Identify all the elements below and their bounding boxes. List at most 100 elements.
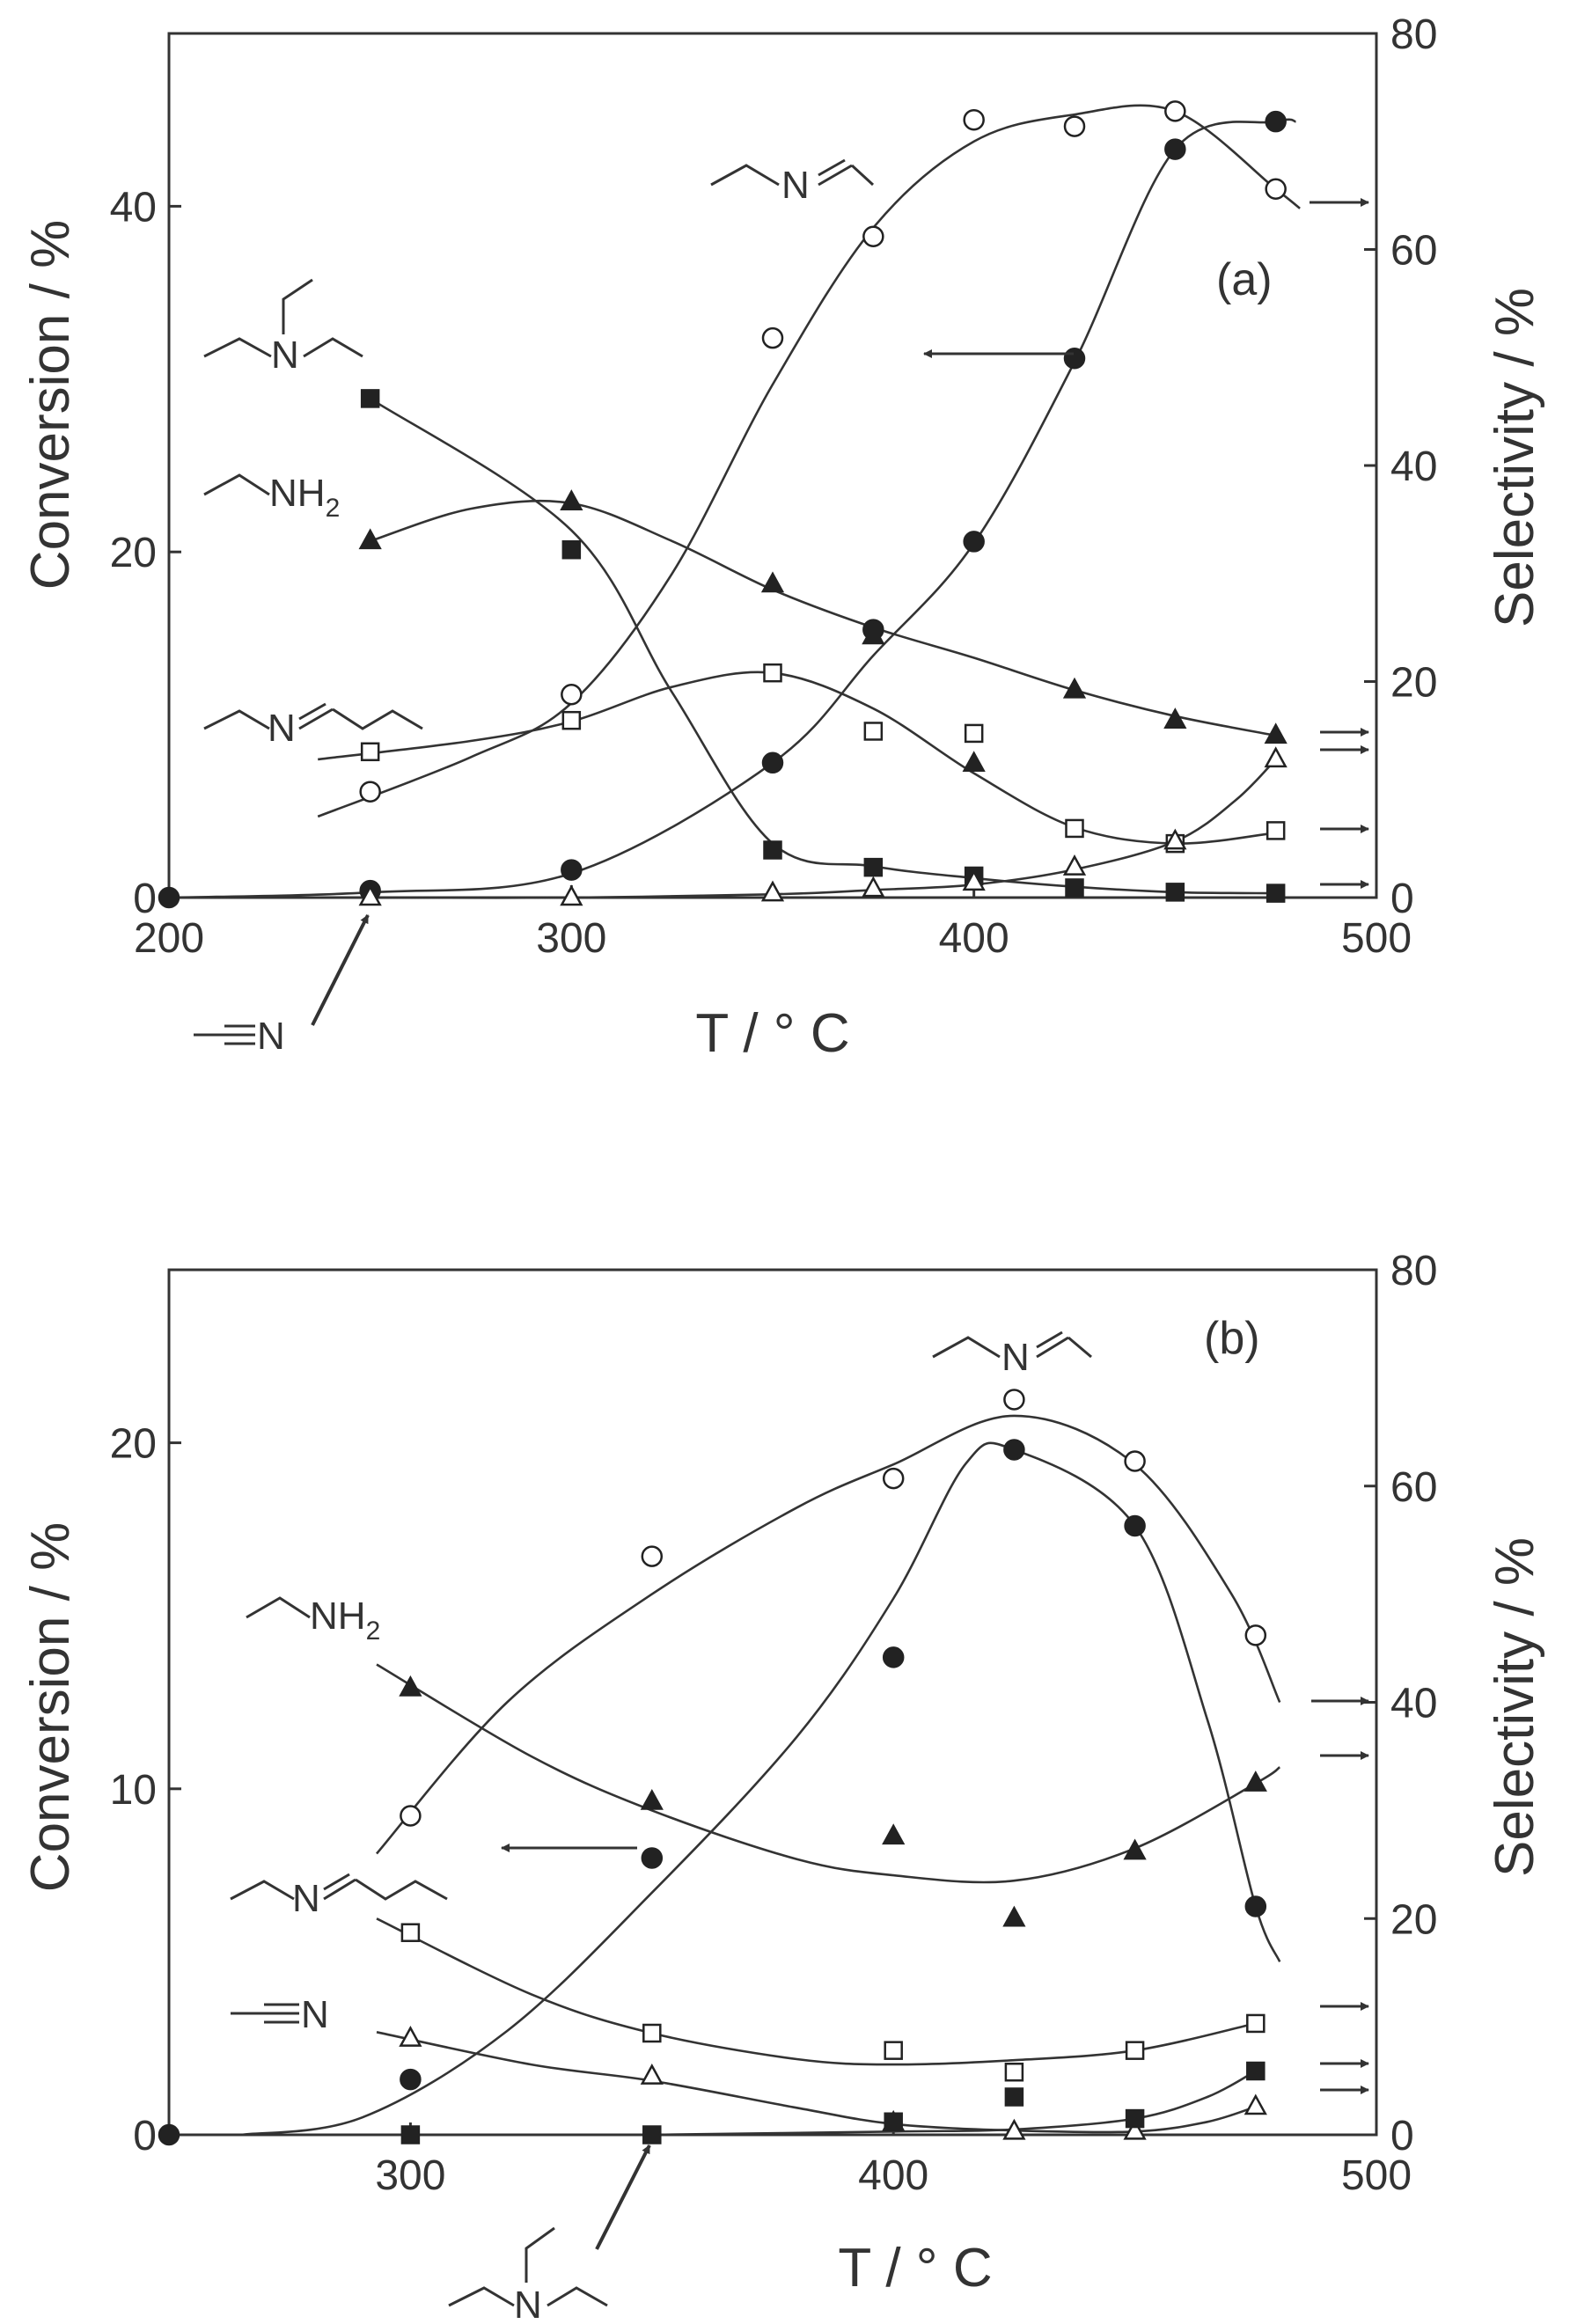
ethylamine-point — [1123, 1838, 1147, 1860]
diimine-point — [1065, 818, 1084, 839]
diimine-structure-label: N — [203, 702, 423, 750]
y-tick-marks — [169, 204, 181, 899]
panel-label: (a) — [1216, 254, 1273, 305]
y2-tick-label: 60 — [1390, 1464, 1437, 1511]
conversion-point — [158, 886, 180, 909]
y2-tick-label: 40 — [1390, 444, 1437, 490]
x-tick-label: 500 — [1341, 2152, 1412, 2199]
diimine-point — [561, 710, 582, 730]
acetonitrile-point — [399, 2026, 422, 2047]
ethylamine-point — [882, 1823, 906, 1845]
x-tick-labels: 200 300 400 500 — [134, 915, 1412, 962]
y-tick-label: 0 — [133, 876, 157, 922]
imine-structure-label: N — [932, 1331, 1092, 1379]
imine-structure-label: N — [710, 158, 875, 207]
acetonitrile-structure-label: N — [194, 1015, 285, 1058]
y-tick-label: 10 — [110, 1767, 157, 1814]
diimine-point — [360, 742, 380, 762]
y2-tick-labels: 0 20 40 60 80 — [1390, 11, 1437, 922]
y-tick-marks — [169, 1441, 181, 2137]
triethylamine-point — [1266, 883, 1286, 903]
imine-point — [641, 1545, 664, 1567]
diimine-point — [642, 2023, 662, 2043]
y-axis-label: Conversion / % — [20, 1522, 81, 1892]
plot-frame — [167, 1268, 1378, 2137]
diimine-point — [1266, 821, 1286, 840]
triethylamine-point — [763, 840, 782, 860]
conversion-point — [641, 1847, 664, 1869]
imine-point — [1124, 1450, 1146, 1472]
imine-point — [761, 326, 784, 349]
acetonitrile-curve — [376, 2031, 1257, 2134]
conversion-point — [963, 531, 985, 553]
triethylamine-point — [1065, 878, 1084, 898]
y-tick-labels: 0 10 20 — [110, 1421, 157, 2159]
chart-panel-a: 200 300 400 500 0 20 40 0 20 40 60 80 (a) T / ° C… — [20, 11, 1545, 1064]
ethylamine-curve — [376, 1663, 1280, 1884]
y2-tick-label: 80 — [1390, 1248, 1437, 1294]
acetonitrile-point — [1123, 2118, 1147, 2140]
acetonitrile-point — [1002, 2118, 1026, 2140]
ethylamine-point — [760, 571, 785, 593]
acetonitrile-point — [1244, 2093, 1267, 2115]
ethylamine-point — [358, 528, 382, 550]
triethylamine-point — [360, 389, 380, 408]
triethylamine-structure-label: N — [448, 2226, 608, 2324]
acetonitrile-point — [760, 880, 785, 902]
triethylamine-point — [1004, 2087, 1024, 2107]
triethylamine-point — [400, 2125, 421, 2144]
diimine-curve — [318, 671, 1276, 845]
acetonitrile-point — [640, 2064, 664, 2085]
ethylamine-point — [1062, 677, 1087, 699]
imine-point — [1164, 100, 1186, 122]
y2-tick-label: 20 — [1390, 1896, 1437, 1943]
imine-point — [400, 1805, 422, 1827]
acetonitrile-curve — [370, 758, 1277, 899]
triethylamine-point — [1165, 883, 1185, 902]
imine-curve — [376, 1414, 1281, 1855]
acetonitrile-n-label: N — [257, 1015, 285, 1058]
y2-tick-label: 40 — [1390, 1681, 1437, 1727]
triethylamine-structure-label: N — [203, 278, 363, 377]
imine-point — [1244, 1624, 1267, 1646]
ethylamine-point — [1163, 707, 1187, 729]
acetonitrile-point — [560, 884, 583, 906]
conversion-point — [158, 2123, 180, 2146]
ethylamine-structure-label: NH2 — [203, 472, 340, 523]
imine-point — [882, 1467, 905, 1490]
triethylamine-curve — [369, 397, 1276, 895]
data-points — [158, 100, 1288, 909]
diimine-n-label: N — [268, 707, 296, 750]
conversion-point — [400, 2068, 422, 2091]
diimine-point — [763, 663, 782, 683]
y2-tick-label: 60 — [1390, 228, 1437, 275]
triethylamine-point — [561, 539, 582, 560]
diimine-point — [964, 723, 984, 744]
ethylamine-point — [640, 1788, 664, 1810]
y-tick-labels: 0 20 40 — [110, 184, 157, 922]
triethylamine-n-label: N — [514, 2284, 542, 2324]
y2-axis-label: Selectivity / % — [1485, 288, 1545, 627]
x-axis-label: T / ° C — [838, 2238, 992, 2298]
conversion-point — [1265, 110, 1287, 133]
triethylamine-point — [1125, 2108, 1145, 2129]
triethylamine-curve — [651, 2070, 1257, 2137]
x-tick-label: 400 — [858, 2152, 928, 2199]
panel-label: (b) — [1204, 1313, 1260, 1364]
chart-panel-b: 300 400 500 0 10 20 0 20 40 60 80 (b) T / ° C Co… — [20, 1248, 1545, 2324]
acetonitrile-point — [358, 884, 382, 906]
y-tick-label: 40 — [110, 184, 157, 231]
imine-point — [1003, 1389, 1025, 1411]
ethylamine-point — [1244, 1770, 1267, 1792]
ethylamine-point — [399, 1675, 422, 1697]
acetonitrile-point — [962, 869, 986, 891]
ethylamine-curve — [370, 499, 1276, 737]
ethylamine-point — [1002, 1905, 1026, 1927]
imine-point — [1063, 115, 1086, 137]
y2-tick-label: 0 — [1390, 876, 1414, 922]
acetonitrile-point — [862, 876, 885, 898]
selectivity-arrows — [1311, 1697, 1369, 2094]
x-tick-label: 300 — [536, 915, 606, 962]
conversion-point — [1063, 347, 1086, 370]
